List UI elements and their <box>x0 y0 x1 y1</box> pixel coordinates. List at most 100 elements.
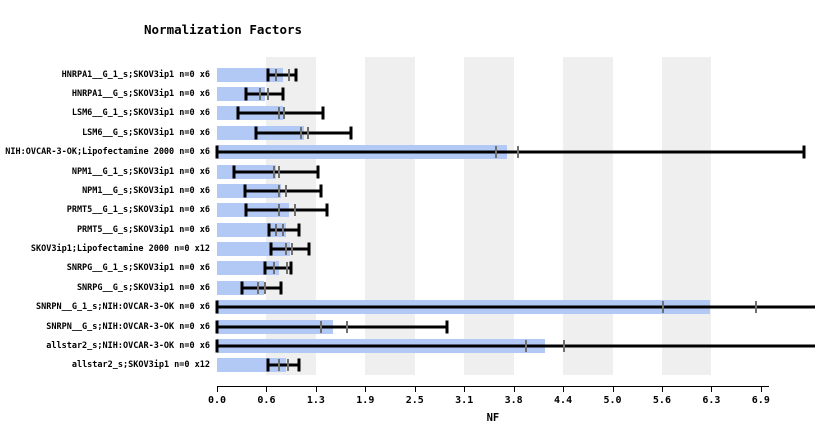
inner-tick-mark <box>264 281 267 294</box>
error-bar-cap-low <box>232 165 236 179</box>
error-bar-cap-high <box>321 106 325 120</box>
x-axis-tick-label: 0.0 <box>207 395 227 406</box>
inner-tick-mark <box>299 126 302 139</box>
inner-tick-mark <box>278 165 281 178</box>
row-label: SNRPG__G_1_s;SKOV3ip1 n=0 x6 <box>66 263 210 274</box>
x-axis-tick <box>315 386 317 392</box>
background-band <box>563 57 613 375</box>
error-bar-line <box>242 286 282 290</box>
background-band <box>661 57 712 375</box>
row-label: SNRPG__G_s;SKOV3ip1 n=0 x6 <box>76 282 210 293</box>
inner-tick-mark <box>320 320 323 333</box>
inner-tick-mark <box>285 262 288 275</box>
error-bar-cap-high <box>445 320 449 334</box>
bar <box>217 87 266 102</box>
error-bar-cap-low <box>244 87 248 101</box>
inner-tick-mark <box>272 165 275 178</box>
inner-tick-mark <box>306 126 309 139</box>
inner-tick-mark <box>275 68 278 81</box>
x-axis-tick-label: 1.9 <box>356 395 375 406</box>
row-label: NIH:OVCAR-3-OK;Lipofectamine 2000 n=0 x6 <box>5 147 210 158</box>
error-bar-cap-high <box>802 145 806 159</box>
inner-tick-mark <box>662 301 665 314</box>
inner-tick-mark <box>278 184 281 197</box>
error-bar-cap-high <box>281 87 285 101</box>
inner-tick-mark <box>283 107 286 120</box>
error-bar-cap-low <box>215 320 219 334</box>
x-axis-tick <box>612 386 614 392</box>
bar <box>217 280 264 295</box>
error-bar-cap-low <box>215 300 219 314</box>
x-axis-tick <box>563 386 565 392</box>
error-bar-cap-high <box>289 261 293 275</box>
error-bar-cap-low <box>267 223 271 237</box>
error-bar-line <box>217 305 815 309</box>
row-label: NPM1__G_s;SKOV3ip1 n=0 x6 <box>82 185 210 196</box>
inner-tick-mark <box>278 359 281 372</box>
inner-tick-mark <box>287 68 290 81</box>
error-bar-cap-low <box>243 184 247 198</box>
error-bar-cap-high <box>316 165 320 179</box>
background-band <box>464 57 514 375</box>
x-axis-tick-label: 6.3 <box>702 395 721 406</box>
error-bar-cap-high <box>297 358 301 372</box>
x-axis-tick-label: 5.0 <box>603 395 622 406</box>
inner-tick-mark <box>284 243 287 256</box>
x-axis-tick <box>414 386 416 392</box>
inner-tick-mark <box>282 223 285 236</box>
x-axis-tick-label: 2.5 <box>405 395 424 406</box>
error-bar-cap-low <box>240 281 244 295</box>
error-bar-cap-low <box>269 242 273 256</box>
x-axis-tick <box>760 386 762 392</box>
error-bar-cap-high <box>349 126 353 140</box>
x-axis-tick <box>661 386 663 392</box>
inner-tick-mark <box>272 262 275 275</box>
error-bar-cap-high <box>279 281 283 295</box>
error-bar-line <box>255 131 352 135</box>
x-axis-tick <box>464 386 466 392</box>
row-label: HNRPA1__G_1_s;SKOV3ip1 n=0 x6 <box>61 69 210 80</box>
error-bar-cap-high <box>297 223 301 237</box>
row-label: HNRPA1__G_s;SKOV3ip1 n=0 x6 <box>71 89 210 100</box>
bar <box>217 67 284 82</box>
inner-tick-mark <box>258 88 261 101</box>
inner-tick-mark <box>345 320 348 333</box>
x-axis-tick <box>266 386 268 392</box>
error-bar-cap-low <box>254 126 258 140</box>
x-axis-tick-label: 5.6 <box>652 395 671 406</box>
error-bar-line <box>217 344 815 348</box>
x-axis-tick-label: 4.4 <box>554 395 573 406</box>
inner-tick-mark <box>284 184 287 197</box>
inner-tick-mark <box>291 243 294 256</box>
error-bar-cap-low <box>215 339 219 353</box>
error-bar-line <box>268 363 300 367</box>
row-label: NPM1__G_1_s;SKOV3ip1 n=0 x6 <box>71 166 210 177</box>
error-bar-cap-high <box>307 242 311 256</box>
inner-tick-mark <box>278 204 281 217</box>
inner-tick-mark <box>274 223 277 236</box>
inner-tick-mark <box>517 146 520 159</box>
error-bar-line <box>217 150 804 154</box>
background-band <box>365 57 415 375</box>
inner-tick-mark <box>287 359 290 372</box>
error-bar-line <box>217 325 448 329</box>
inner-tick-mark <box>563 340 566 352</box>
error-bar-line <box>238 111 323 115</box>
x-axis-line <box>217 386 769 387</box>
error-bar-cap-low <box>215 145 219 159</box>
inner-tick-mark <box>293 204 296 217</box>
error-bar-cap-low <box>263 261 267 275</box>
row-label: LSM6__G_1_s;SKOV3ip1 n=0 x6 <box>71 108 210 119</box>
inner-tick-mark <box>257 281 260 294</box>
x-axis-tick <box>513 386 515 392</box>
inner-tick-mark <box>267 88 270 101</box>
row-label: SNRPN__G_s;NIH:OVCAR-3-OK n=0 x6 <box>46 321 210 332</box>
row-label: allstar2_s;NIH:OVCAR-3-OK n=0 x6 <box>46 341 210 351</box>
x-axis-tick-label: 3.1 <box>455 395 474 406</box>
x-axis-tick <box>711 386 713 392</box>
error-bar-line <box>244 189 321 193</box>
error-bar-line <box>246 208 327 212</box>
row-label: LSM6__G_s;SKOV3ip1 n=0 x6 <box>82 127 210 138</box>
x-axis-tick-label: 1.3 <box>306 395 325 406</box>
